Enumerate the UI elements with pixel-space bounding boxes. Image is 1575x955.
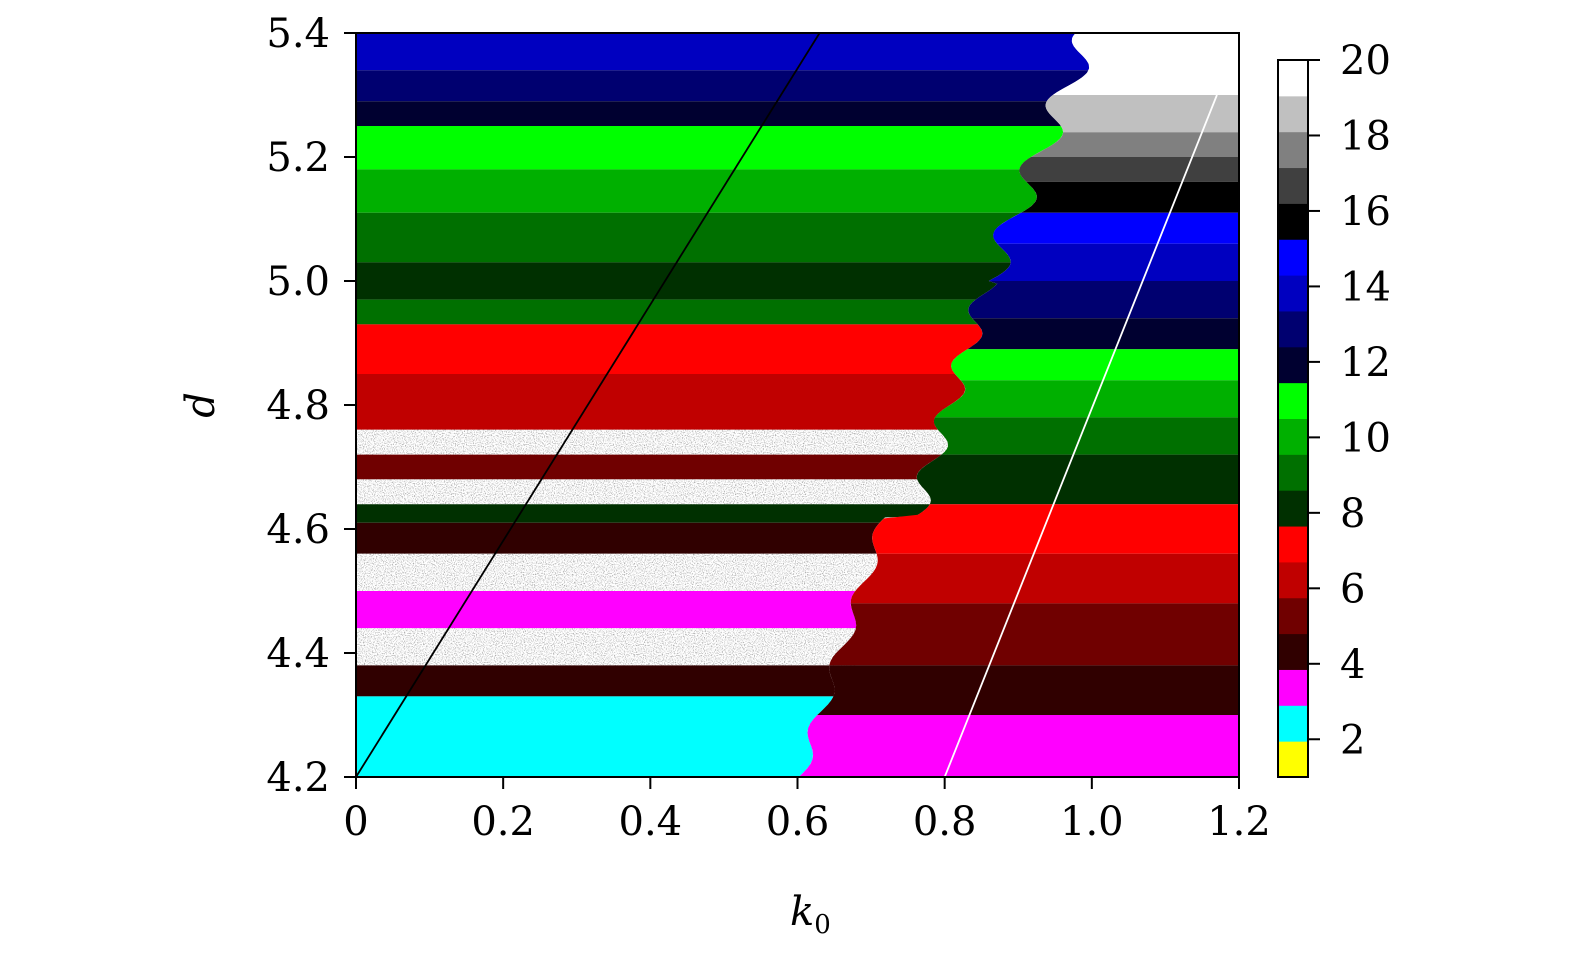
left-band-13	[356, 504, 930, 523]
colorbar-tick-label: 12	[1340, 340, 1391, 386]
plot-area	[356, 33, 1239, 777]
left-band-18	[356, 665, 835, 697]
colorbar-level-10	[1278, 418, 1308, 455]
x-tick-label: 0.2	[471, 799, 535, 845]
left-band-5	[356, 212, 1021, 263]
left-band-1	[356, 70, 1089, 102]
colorbar-level-6	[1278, 561, 1308, 599]
left-band-12-speckle	[356, 479, 931, 505]
x-axis: 0 0.2 0.4 0.6 0.8 1.0 1.2	[343, 777, 1271, 845]
y-tick-label: 5.0	[266, 259, 330, 305]
left-band-15-speckle	[356, 553, 878, 591]
left-band-7	[356, 299, 978, 325]
reference-line-1	[943, 94, 1218, 777]
colorbar-level-9	[1278, 454, 1308, 491]
y-tick-label: 4.2	[266, 755, 330, 801]
y-tick-label: 5.2	[266, 135, 330, 181]
right-band-8	[967, 318, 1239, 350]
colorbar-level-1	[1278, 741, 1308, 778]
left-region-bands	[356, 33, 1090, 777]
colorbar-level-13	[1278, 310, 1308, 348]
colorbar-level-12	[1278, 346, 1308, 384]
right-band-16	[817, 665, 1239, 715]
right-region-bands	[798, 33, 1239, 777]
colorbar-tick-label: 8	[1340, 491, 1365, 537]
right-band-2	[1031, 132, 1239, 157]
right-band-10	[935, 380, 1239, 418]
left-band-6	[356, 262, 1011, 300]
right-band-12	[916, 454, 1239, 505]
colorbar-level-4	[1278, 633, 1308, 670]
colorbar-level-2	[1278, 705, 1308, 742]
colorbar-level-20	[1278, 60, 1308, 97]
reference-line-0	[356, 33, 821, 777]
left-band-17-speckle	[356, 628, 856, 666]
right-band-3	[1019, 157, 1239, 182]
colorbar-tick-label: 16	[1340, 189, 1391, 235]
right-band-0	[1052, 33, 1239, 95]
x-axis-title: k0	[790, 889, 831, 940]
colorbar-level-8	[1278, 490, 1308, 527]
left-band-3	[356, 126, 1064, 170]
left-band-0	[356, 33, 1090, 71]
x-tick-label: 0.8	[913, 799, 977, 845]
colorbar-tick-label: 18	[1340, 113, 1391, 159]
right-band-6	[988, 243, 1239, 281]
x-tick-label: 0.6	[766, 799, 830, 845]
right-band-9	[951, 349, 1239, 381]
colorbar-level-15	[1278, 239, 1308, 276]
right-band-5	[993, 212, 1239, 244]
right-band-14	[850, 553, 1239, 604]
left-band-10-speckle	[356, 429, 948, 455]
reference-lines	[356, 33, 1218, 777]
colorbar-tick-label: 6	[1340, 566, 1365, 612]
colorbar-level-17	[1278, 167, 1308, 204]
right-band-4	[1020, 181, 1239, 213]
x-tick-label: 0	[343, 799, 368, 845]
colorbar-level-5	[1278, 597, 1308, 635]
colorbar-frame	[1277, 59, 1309, 778]
colorbar-level-14	[1278, 275, 1308, 312]
colorbar: 2 4 6 8 10 12 14 16 18 20	[1277, 38, 1391, 778]
colorbar-tick-label: 20	[1340, 38, 1391, 84]
left-band-8	[356, 324, 983, 374]
y-axis-title: d	[178, 392, 224, 418]
right-band-17	[798, 715, 1239, 777]
left-band-14	[356, 522, 880, 554]
colorbar-level-7	[1278, 526, 1308, 563]
right-band-1	[1045, 95, 1239, 133]
colorbar-tick-label: 10	[1340, 415, 1391, 461]
colorbar-tick-label: 14	[1340, 264, 1391, 310]
left-band-4	[356, 169, 1037, 213]
colorbar-tick-label: 2	[1340, 717, 1365, 763]
colorbar-level-16	[1278, 203, 1308, 240]
left-band-16	[356, 591, 857, 629]
left-band-2	[356, 101, 1061, 126]
colorbar-level-11	[1278, 382, 1308, 419]
y-tick-label: 5.4	[266, 11, 330, 57]
y-tick-label: 4.8	[266, 383, 330, 429]
right-band-13	[872, 504, 1239, 554]
y-tick-label: 4.4	[266, 631, 330, 677]
x-tick-label: 1.0	[1060, 799, 1124, 845]
colorbar-level-18	[1278, 131, 1308, 169]
left-band-19	[356, 696, 834, 777]
y-axis: 4.2 4.4 4.6 4.8 5.0 5.2 5.4	[266, 11, 356, 801]
x-tick-label: 1.2	[1207, 799, 1271, 845]
colorbar-level-3	[1278, 669, 1308, 706]
right-band-15	[829, 603, 1239, 666]
left-band-9	[356, 374, 966, 430]
x-tick-label: 0.4	[619, 799, 683, 845]
left-band-11	[356, 454, 942, 480]
colorbar-tick-label: 4	[1340, 642, 1365, 688]
right-band-7	[968, 281, 1239, 319]
y-tick-label: 4.6	[266, 507, 330, 553]
colorbar-level-19	[1278, 95, 1308, 133]
right-band-11	[934, 417, 1239, 455]
